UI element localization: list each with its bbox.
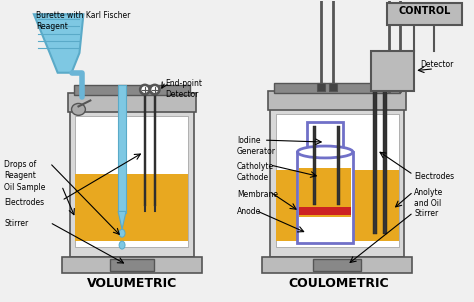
- Bar: [154, 92, 156, 207]
- Text: COULOMETRIC: COULOMETRIC: [289, 277, 389, 290]
- Bar: [276, 170, 399, 241]
- Text: Anolyte
and Oil: Anolyte and Oil: [414, 188, 444, 208]
- Bar: [313, 126, 316, 205]
- Bar: [387, 3, 462, 25]
- Bar: [371, 51, 414, 91]
- Ellipse shape: [298, 146, 353, 158]
- Bar: [273, 83, 401, 92]
- Bar: [75, 174, 189, 241]
- Text: VOLUMETRIC: VOLUMETRIC: [87, 277, 177, 290]
- Text: Membrane: Membrane: [237, 190, 278, 199]
- Bar: [298, 152, 353, 243]
- Bar: [307, 122, 343, 154]
- Ellipse shape: [150, 85, 160, 95]
- Bar: [383, 91, 387, 234]
- Ellipse shape: [119, 229, 125, 237]
- Bar: [329, 83, 337, 91]
- Text: Drops of
Reagent: Drops of Reagent: [4, 160, 36, 180]
- Bar: [118, 85, 126, 214]
- Bar: [373, 91, 377, 234]
- Bar: [270, 108, 404, 257]
- Bar: [62, 257, 202, 273]
- Bar: [313, 259, 361, 271]
- Text: Detector: Detector: [420, 60, 454, 69]
- Polygon shape: [118, 211, 126, 229]
- Ellipse shape: [72, 104, 85, 115]
- Text: Burette with Karl Fischer
Reagent: Burette with Karl Fischer Reagent: [36, 11, 130, 31]
- Bar: [300, 168, 351, 217]
- Bar: [276, 114, 399, 247]
- Bar: [144, 92, 146, 207]
- Text: Electrodes: Electrodes: [4, 198, 44, 207]
- Bar: [68, 92, 196, 112]
- Ellipse shape: [119, 241, 125, 249]
- Bar: [268, 91, 406, 110]
- Bar: [73, 85, 191, 95]
- Bar: [110, 259, 154, 271]
- Bar: [75, 116, 189, 247]
- Bar: [337, 126, 340, 205]
- Bar: [70, 110, 194, 257]
- Ellipse shape: [140, 85, 150, 95]
- Text: Stirrer: Stirrer: [4, 219, 28, 228]
- Text: Electrodes: Electrodes: [414, 172, 455, 181]
- Text: Stirrer: Stirrer: [414, 210, 438, 218]
- Text: CONTROL: CONTROL: [398, 6, 450, 16]
- Text: Iodine
Generator: Iodine Generator: [237, 136, 276, 156]
- Bar: [317, 83, 325, 91]
- Text: End-point
Detector: End-point Detector: [165, 79, 203, 99]
- Polygon shape: [34, 14, 83, 73]
- Bar: [300, 207, 351, 215]
- Bar: [262, 257, 412, 273]
- Text: Oil Sample: Oil Sample: [4, 183, 46, 192]
- Text: Catholyte
Cathode: Catholyte Cathode: [237, 162, 274, 182]
- Text: Anode: Anode: [237, 207, 261, 217]
